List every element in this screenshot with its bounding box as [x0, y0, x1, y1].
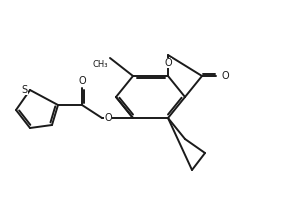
Text: S: S	[21, 85, 27, 95]
Text: CH₃: CH₃	[92, 60, 108, 69]
Text: O: O	[78, 76, 86, 86]
Text: O: O	[221, 71, 229, 81]
Text: O: O	[104, 113, 112, 123]
Text: O: O	[164, 58, 172, 68]
